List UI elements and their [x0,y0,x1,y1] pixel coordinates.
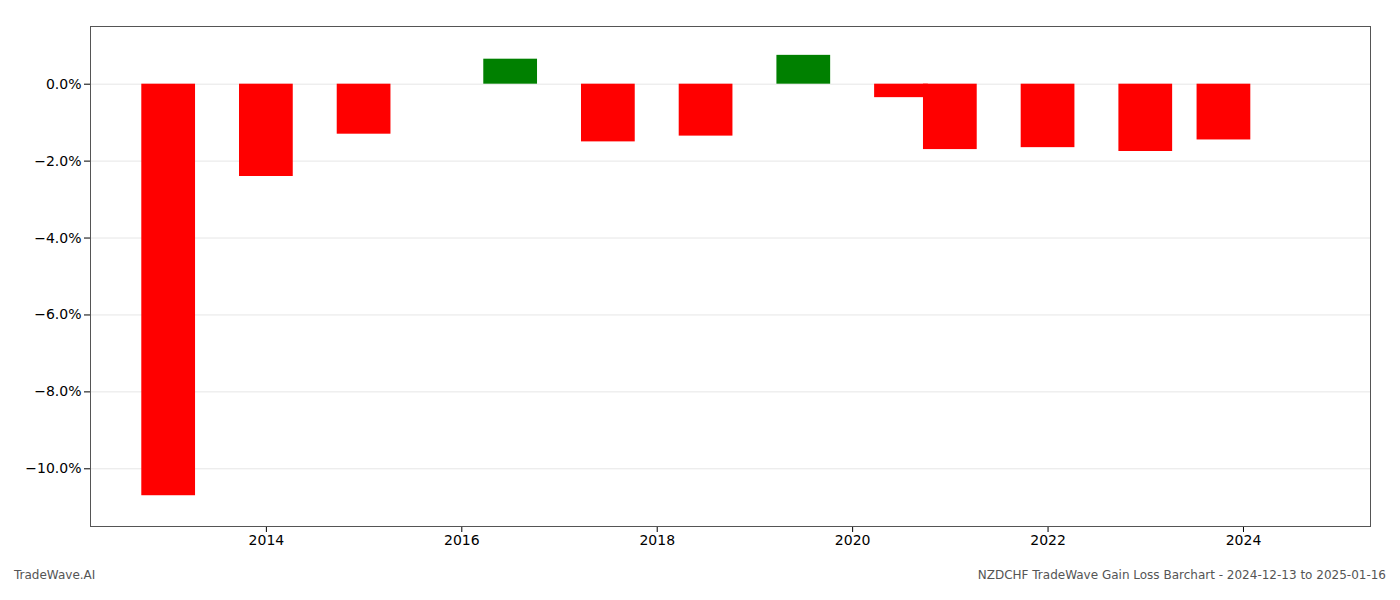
svg-text:2020: 2020 [835,532,871,548]
svg-text:0.0%: 0.0% [46,76,82,92]
svg-text:−2.0%: −2.0% [34,153,81,169]
svg-text:2024: 2024 [1226,532,1262,548]
svg-text:−8.0%: −8.0% [34,383,81,399]
svg-text:2018: 2018 [639,532,675,548]
svg-text:−6.0%: −6.0% [34,306,81,322]
svg-text:−10.0%: −10.0% [25,460,81,476]
svg-text:−4.0%: −4.0% [34,230,81,246]
html-text:NZDCHF TradeWave Gain Loss Bar: NZDCHF TradeWave Gain Loss Barchart - 20… [977,568,1386,582]
svg-text:2016: 2016 [444,532,480,548]
svg-text:2014: 2014 [249,532,285,548]
svg-text:2022: 2022 [1030,532,1066,548]
html-text:TradeWave.AI: TradeWave.AI [14,568,96,582]
